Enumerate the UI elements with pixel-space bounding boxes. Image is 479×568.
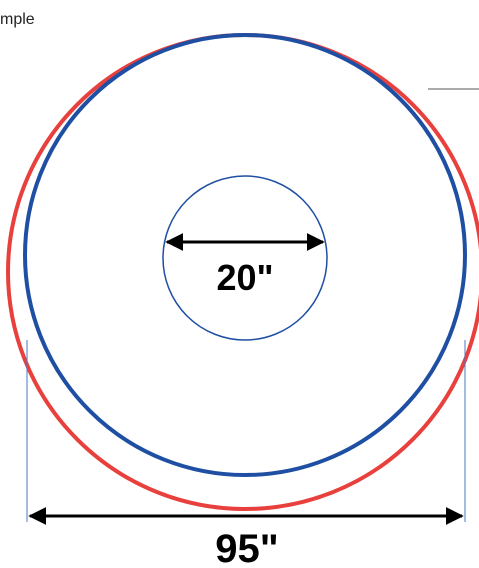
inner-dimension-label: 20": [216, 257, 273, 298]
blue-ring: [23, 33, 467, 477]
caption: mple: [0, 11, 35, 28]
inner-circle: [162, 175, 328, 341]
outer-dimension-label: 95": [215, 527, 278, 568]
